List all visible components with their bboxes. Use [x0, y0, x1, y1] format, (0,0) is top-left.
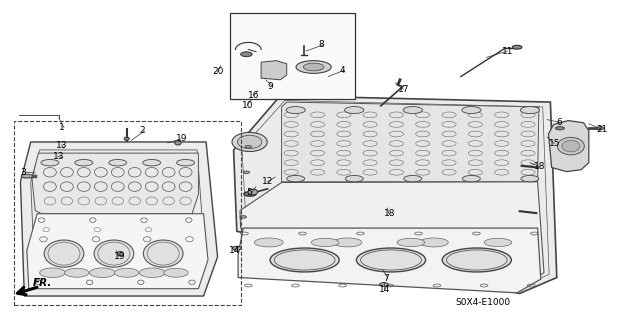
Ellipse shape	[124, 137, 129, 140]
Ellipse shape	[244, 192, 255, 196]
Ellipse shape	[296, 61, 332, 73]
Ellipse shape	[442, 248, 511, 272]
Text: 20: 20	[212, 67, 224, 76]
Ellipse shape	[461, 107, 481, 114]
Ellipse shape	[287, 175, 305, 182]
Text: 12: 12	[262, 177, 274, 186]
Text: 16: 16	[248, 91, 260, 100]
Ellipse shape	[344, 107, 364, 114]
Ellipse shape	[404, 175, 422, 182]
Text: 9: 9	[268, 82, 273, 91]
Ellipse shape	[109, 160, 127, 166]
Ellipse shape	[164, 268, 188, 277]
Ellipse shape	[248, 189, 258, 195]
Ellipse shape	[44, 240, 84, 267]
Ellipse shape	[115, 268, 139, 277]
Polygon shape	[548, 121, 589, 172]
Text: 14: 14	[229, 246, 241, 255]
Text: 19: 19	[114, 252, 125, 261]
Ellipse shape	[597, 127, 604, 130]
Ellipse shape	[403, 107, 422, 114]
Ellipse shape	[303, 63, 324, 71]
Ellipse shape	[175, 141, 181, 145]
Ellipse shape	[250, 193, 256, 196]
Polygon shape	[240, 182, 544, 287]
Text: 2: 2	[140, 126, 145, 135]
Text: 18: 18	[384, 209, 396, 218]
Ellipse shape	[65, 268, 89, 277]
Bar	[14, 121, 241, 305]
Ellipse shape	[90, 268, 115, 278]
Text: 5: 5	[246, 189, 252, 197]
Ellipse shape	[140, 268, 165, 278]
Polygon shape	[238, 228, 541, 293]
Ellipse shape	[241, 52, 252, 57]
Text: 8: 8	[319, 40, 324, 49]
Text: 1: 1	[59, 123, 65, 132]
Bar	[230, 13, 355, 99]
Ellipse shape	[240, 216, 246, 218]
Text: 19: 19	[176, 134, 188, 143]
Ellipse shape	[321, 78, 329, 81]
Text: 15: 15	[549, 139, 561, 148]
Ellipse shape	[312, 238, 339, 247]
Ellipse shape	[484, 238, 512, 247]
Text: 4: 4	[339, 66, 345, 75]
Ellipse shape	[462, 175, 480, 182]
Text: 10: 10	[242, 101, 253, 110]
Ellipse shape	[521, 175, 539, 182]
Ellipse shape	[143, 240, 183, 267]
Ellipse shape	[255, 238, 283, 247]
Ellipse shape	[243, 171, 250, 174]
Text: 18: 18	[534, 162, 546, 171]
Ellipse shape	[420, 238, 448, 247]
Ellipse shape	[520, 107, 540, 114]
Text: 13: 13	[56, 141, 68, 150]
Text: 6: 6	[557, 118, 563, 127]
Ellipse shape	[346, 175, 364, 182]
Text: 17: 17	[398, 85, 410, 94]
Text: 13: 13	[52, 152, 64, 161]
Text: 21: 21	[596, 125, 608, 134]
Ellipse shape	[21, 174, 33, 178]
Ellipse shape	[513, 45, 522, 49]
Ellipse shape	[237, 135, 262, 149]
Text: 3: 3	[20, 168, 26, 177]
Ellipse shape	[380, 283, 388, 286]
Ellipse shape	[232, 132, 268, 152]
Ellipse shape	[356, 248, 426, 272]
Ellipse shape	[117, 251, 124, 256]
Ellipse shape	[397, 238, 425, 247]
Ellipse shape	[557, 137, 584, 155]
Ellipse shape	[94, 240, 134, 267]
Ellipse shape	[286, 107, 305, 114]
Ellipse shape	[270, 248, 339, 272]
Ellipse shape	[40, 268, 65, 278]
Polygon shape	[234, 96, 557, 293]
Ellipse shape	[143, 160, 161, 166]
Ellipse shape	[556, 127, 564, 130]
Ellipse shape	[562, 140, 580, 152]
Polygon shape	[282, 102, 539, 182]
Ellipse shape	[75, 160, 93, 166]
Ellipse shape	[41, 160, 59, 166]
Ellipse shape	[245, 145, 252, 148]
Ellipse shape	[177, 160, 195, 166]
Polygon shape	[20, 142, 218, 296]
Text: 11: 11	[502, 47, 514, 56]
Ellipse shape	[232, 246, 241, 250]
Text: 14: 14	[379, 285, 390, 294]
Text: 7: 7	[383, 274, 388, 283]
Ellipse shape	[333, 238, 362, 247]
Text: FR.: FR.	[33, 278, 52, 288]
Polygon shape	[27, 214, 208, 289]
Polygon shape	[32, 153, 198, 214]
Text: S0X4-E1000: S0X4-E1000	[456, 298, 511, 307]
Polygon shape	[261, 61, 287, 80]
